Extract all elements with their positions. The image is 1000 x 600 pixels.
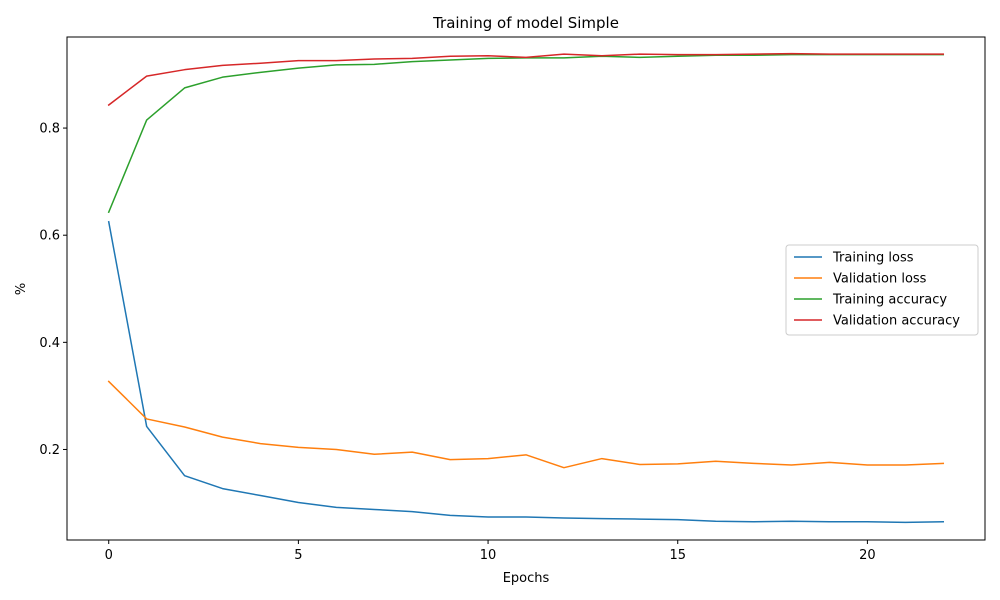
legend-box xyxy=(785,244,979,336)
legend-label-3: Validation accuracy xyxy=(833,314,960,329)
x-tick-label: 10 xyxy=(480,548,497,563)
y-axis: 0.2 0.4 0.6 0.8 xyxy=(39,122,67,458)
plot-frame xyxy=(66,36,986,541)
y-tick-label: 0.6 xyxy=(39,229,60,244)
x-axis-label: Epochs xyxy=(503,571,550,586)
y-axis-label: % xyxy=(14,283,29,295)
series-line-0 xyxy=(107,220,945,524)
legend-label-0: Training loss xyxy=(832,251,914,266)
series-line-2 xyxy=(107,53,945,214)
x-tick-label: 5 xyxy=(294,548,302,563)
y-tick-label: 0.8 xyxy=(39,122,60,137)
chart-title: Training of model Simple xyxy=(432,14,619,32)
y-tick-label: 0.2 xyxy=(39,443,60,458)
legend-label-1: Validation loss xyxy=(833,272,927,287)
x-axis: 0 5 10 15 20 xyxy=(105,540,876,563)
plot-area xyxy=(107,52,945,524)
x-tick-label: 15 xyxy=(669,548,686,563)
series-line-3 xyxy=(107,52,945,107)
legend: Training loss Validation loss Training acc… xyxy=(785,244,979,336)
x-tick-label: 0 xyxy=(105,548,113,563)
x-tick-label: 20 xyxy=(859,548,876,563)
legend-label-2: Training accuracy xyxy=(832,293,947,308)
series-line-1 xyxy=(107,380,945,469)
y-tick-label: 0.4 xyxy=(39,336,60,351)
